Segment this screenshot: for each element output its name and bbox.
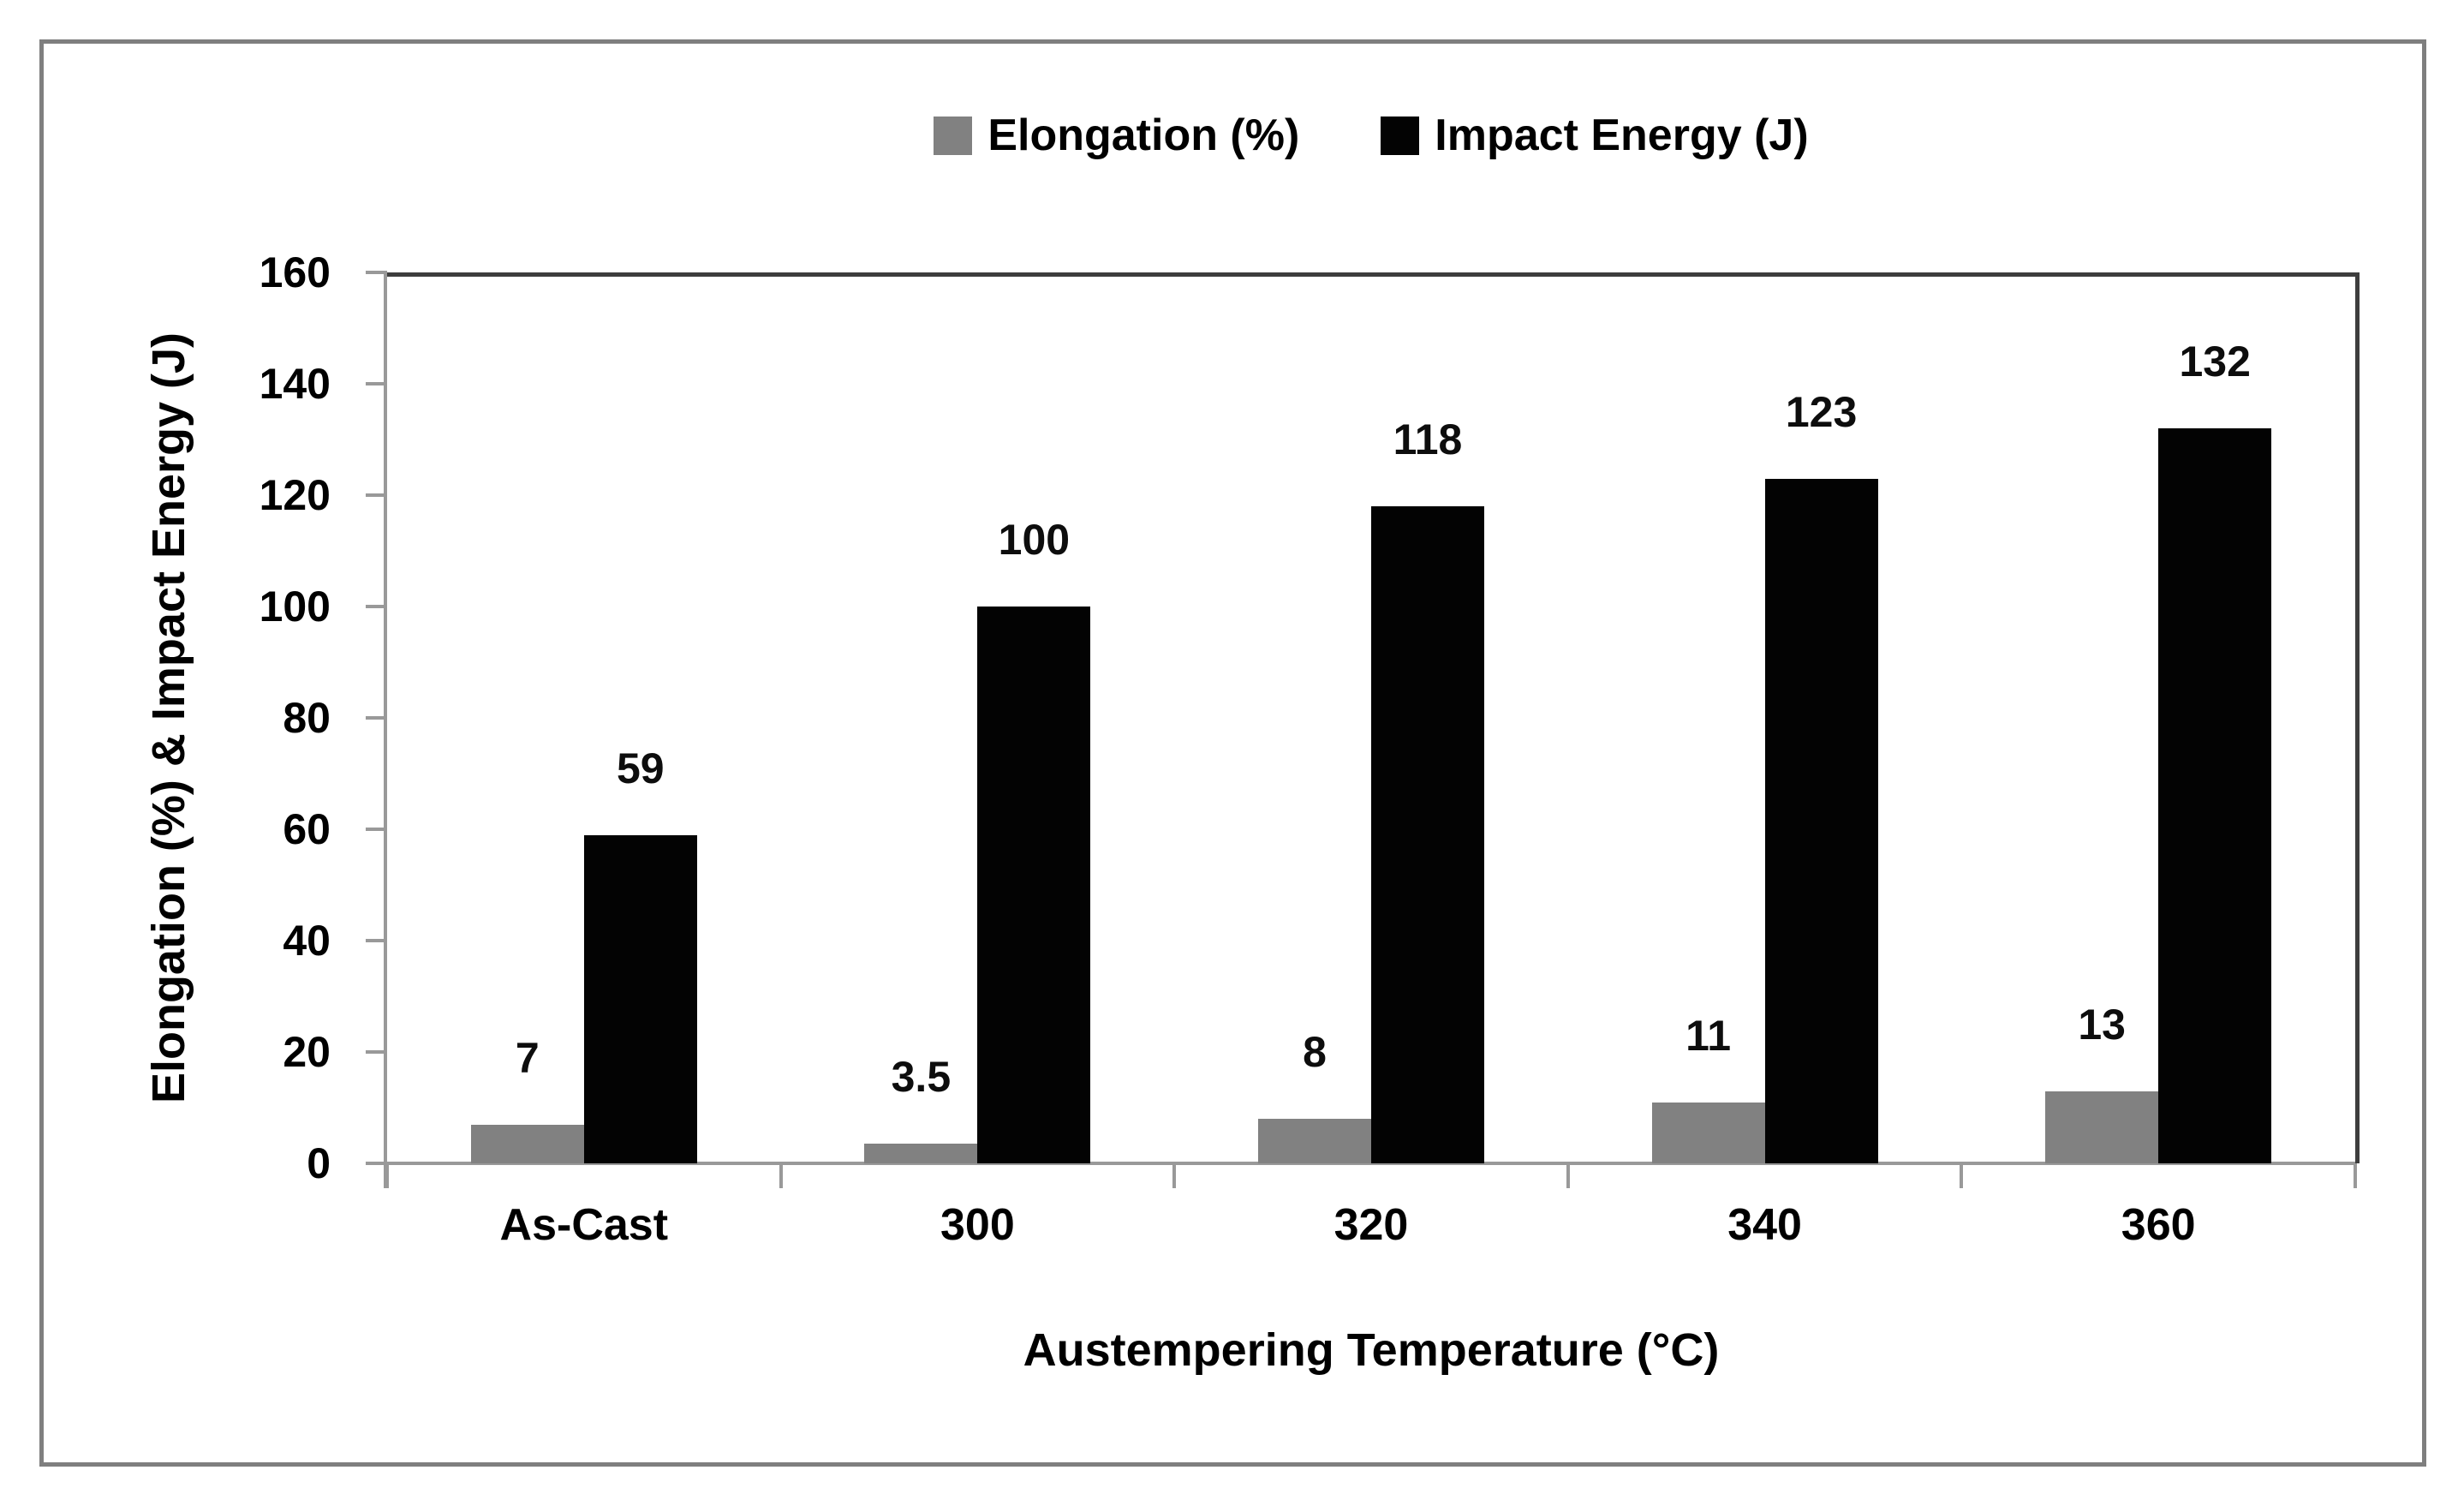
bar-impact-energy-j-360 <box>2158 428 2272 1163</box>
y-tick-label: 160 <box>259 248 331 296</box>
y-tick <box>366 493 387 497</box>
plot-border <box>387 272 2360 1163</box>
y-tick-label: 20 <box>283 1028 331 1076</box>
y-tick-label: 60 <box>283 805 331 853</box>
bar-elongation-300 <box>864 1144 978 1163</box>
x-tick-label-340: 340 <box>1727 1200 1802 1250</box>
x-tick <box>385 1163 389 1188</box>
data-label-impact-energy-j-320: 118 <box>1393 415 1463 463</box>
y-tick <box>366 382 387 385</box>
bar-impact-energy-j-300 <box>977 607 1091 1163</box>
y-tick-label: 0 <box>307 1139 331 1187</box>
bar-elongation-as-cast <box>470 1124 584 1163</box>
data-label-impact-energy-j-300: 100 <box>998 516 1071 564</box>
y-tick-label: 120 <box>259 471 331 519</box>
data-label-elongation-360: 13 <box>2078 1000 2126 1049</box>
y-tick <box>366 1162 387 1165</box>
x-tick <box>1566 1163 1570 1188</box>
x-tick <box>2354 1163 2357 1188</box>
bar-elongation-360 <box>2045 1091 2159 1163</box>
y-axis-line <box>384 272 387 1188</box>
y-tick <box>366 828 387 831</box>
y-tick-label: 100 <box>259 583 331 630</box>
data-label-elongation-as-cast: 7 <box>515 1033 540 1082</box>
data-label-elongation-300: 3.5 <box>891 1053 952 1102</box>
y-tick <box>366 1050 387 1054</box>
bar-elongation-340 <box>1651 1102 1765 1163</box>
bar-impact-energy-j-as-cast <box>583 834 697 1163</box>
legend-item-elongation: Elongation (%) <box>934 110 1299 161</box>
data-label-impact-energy-j-340: 123 <box>1785 387 1858 436</box>
bar-impact-energy-j-340 <box>1764 478 1878 1163</box>
data-label-elongation-320: 8 <box>1303 1028 1327 1076</box>
x-tick-label-as-cast: As-Cast <box>499 1200 669 1250</box>
x-tick <box>1172 1163 1177 1188</box>
y-tick <box>366 716 387 720</box>
data-label-impact-energy-j-360: 132 <box>2179 338 2251 385</box>
legend-label-impact-energy-j: Impact Energy (J) <box>1435 111 1809 160</box>
x-tick <box>1960 1163 1964 1188</box>
y-tick-label: 140 <box>259 360 331 408</box>
x-tick-label-320: 320 <box>1333 1200 1409 1250</box>
legend-swatch-impact-energy-j <box>1381 116 1420 155</box>
y-tick <box>366 605 387 608</box>
data-label-impact-energy-j-as-cast: 59 <box>616 744 665 792</box>
legend: Elongation (%) Impact Energy (J) <box>387 110 2355 161</box>
y-tick-label: 40 <box>283 917 331 965</box>
bar-elongation-320 <box>1258 1119 1371 1163</box>
y-tick <box>366 939 387 942</box>
x-tick-label-360: 360 <box>2121 1200 2196 1250</box>
x-tick-label-300: 300 <box>940 1200 1015 1250</box>
figure-border <box>39 39 2426 1467</box>
legend-label-elongation: Elongation (%) <box>987 111 1300 160</box>
y-tick-label: 80 <box>283 694 331 742</box>
y-tick <box>366 271 387 274</box>
legend-swatch-elongation <box>934 116 973 155</box>
x-axis-title: Austempering Temperature (°C) <box>1023 1324 1720 1376</box>
data-label-elongation-340: 11 <box>1685 1011 1732 1060</box>
x-tick <box>779 1163 783 1188</box>
y-axis-title-text: Elongation (%) & Impact Energy (J) <box>143 332 195 1104</box>
legend-item-impact-energy-j: Impact Energy (J) <box>1381 110 1809 161</box>
bar-impact-energy-j-320 <box>1371 506 1484 1163</box>
x-axis-line <box>366 1162 2355 1165</box>
